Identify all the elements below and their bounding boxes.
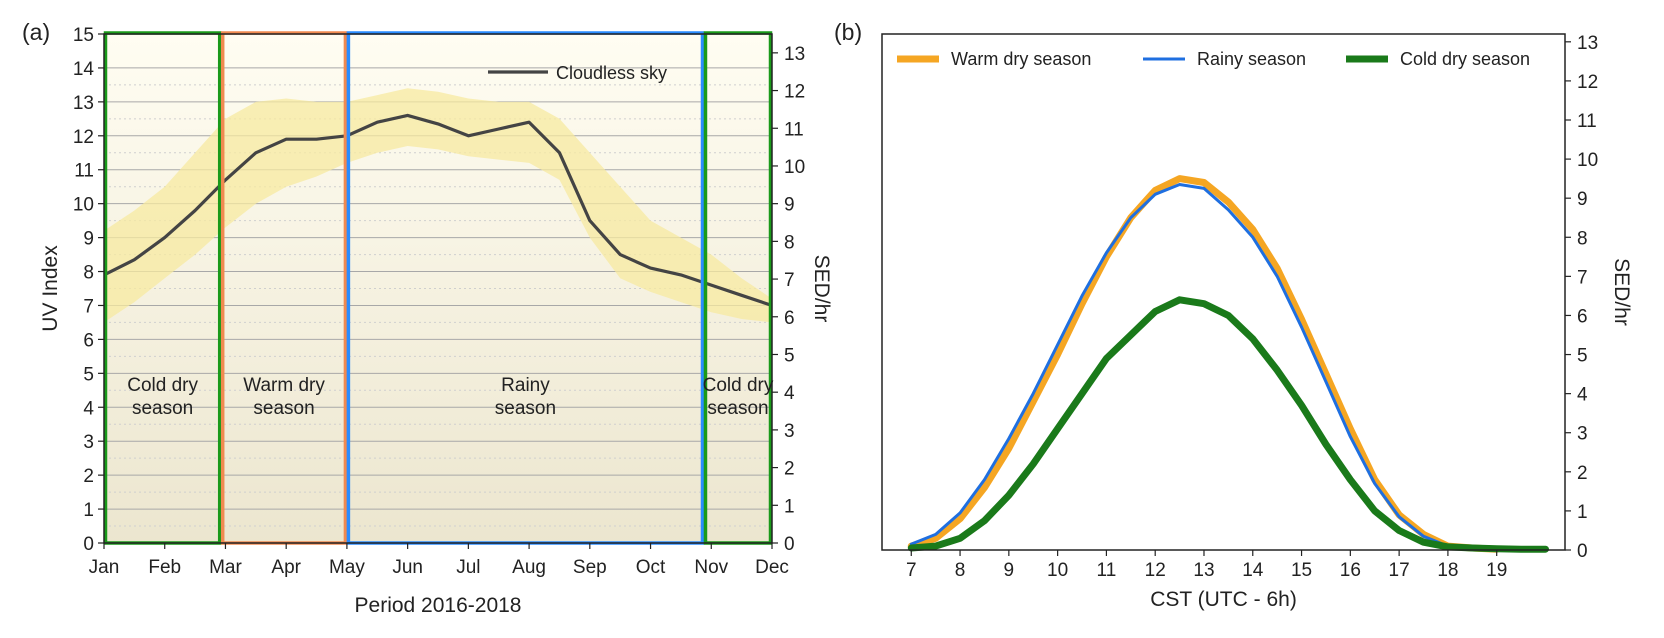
y2-tick-label: 6 — [1577, 306, 1588, 327]
y-tick-label: 15 — [73, 25, 94, 46]
y-tick-label: 0 — [83, 534, 94, 555]
y2-tick-label: 4 — [784, 383, 795, 404]
x-tick-label: Jun — [392, 557, 423, 578]
x-tick-label: 15 — [1291, 560, 1312, 581]
y-tick-label: 5 — [83, 364, 94, 385]
season-label-line2: season — [495, 398, 556, 419]
x-tick-label: Aug — [512, 557, 546, 578]
x-tick-label: 18 — [1437, 560, 1458, 581]
x-tick-label: Dec — [755, 557, 789, 578]
y2-axis-label: SED/hr — [810, 255, 833, 323]
series-line — [907, 175, 1501, 553]
y2-tick-label: 11 — [1577, 111, 1597, 132]
series-line — [907, 296, 1549, 553]
y2-tick-label: 7 — [1577, 267, 1588, 288]
y-tick-label: 8 — [83, 263, 94, 284]
y2-axis-label: SED/hr — [1610, 258, 1633, 326]
x-tick-label: May — [329, 557, 365, 578]
season-label-line2: season — [707, 398, 768, 419]
y2-tick-label: 13 — [784, 44, 805, 65]
y2-tick-label: 1 — [784, 496, 795, 517]
y-tick-label: 9 — [83, 229, 94, 250]
y-tick-label: 13 — [73, 93, 94, 114]
x-tick-label: Jul — [456, 557, 480, 578]
x-tick-label: Nov — [694, 557, 728, 578]
panel-label: (a) — [22, 19, 50, 45]
x-tick-label: 11 — [1097, 560, 1117, 581]
season-label-line1: Warm dry — [243, 375, 325, 396]
y2-tick-label: 7 — [784, 270, 795, 291]
y2-tick-label: 3 — [784, 421, 795, 442]
y2-tick-label: 6 — [784, 308, 795, 329]
y2-tick-label: 0 — [1577, 541, 1588, 562]
x-tick-label: Feb — [148, 557, 181, 578]
x-tick-label: 19 — [1486, 560, 1507, 581]
plot-frame — [103, 33, 773, 544]
y-tick-label: 11 — [74, 161, 94, 182]
y2-tick-label: 12 — [784, 82, 805, 103]
x-tick-label: 17 — [1389, 560, 1410, 581]
x-tick-label: 16 — [1340, 560, 1361, 581]
cloudless-sky-line — [103, 113, 773, 308]
y-tick-label: 10 — [73, 195, 94, 216]
series-line — [909, 183, 1499, 551]
season-label-line2: season — [253, 398, 314, 419]
season-label-line2: season — [132, 398, 193, 419]
x-tick-label: 14 — [1242, 560, 1264, 581]
legend-label: Cold dry season — [1400, 49, 1530, 69]
legend-label: Warm dry season — [951, 49, 1091, 69]
y2-tick-label: 8 — [784, 232, 795, 253]
x-tick-label: 13 — [1193, 560, 1214, 581]
x-tick-label: 9 — [1004, 560, 1015, 581]
y2-tick-label: 0 — [784, 534, 795, 555]
x-tick-label: 7 — [906, 560, 917, 581]
y2-tick-label: 11 — [784, 119, 804, 140]
y2-tick-label: 10 — [784, 157, 805, 178]
season-label-line1: Cold dry — [703, 375, 774, 396]
x-tick-label: 12 — [1145, 560, 1166, 581]
y2-tick-label: 12 — [1577, 72, 1598, 93]
panel-b: 7 8 9 10 11 12 13 14 15 16 17 18 1901234567891011121… — [834, 19, 1633, 611]
x-tick-label: Mar — [209, 557, 242, 578]
y-tick-label: 1 — [83, 500, 94, 521]
legend-label: Rainy season — [1197, 49, 1306, 69]
y-tick-label: 3 — [83, 432, 94, 453]
x-axis-label: CST (UTC - 6h) — [1150, 588, 1297, 611]
x-tick-label: Jan — [89, 557, 120, 578]
x-tick-label: 10 — [1047, 560, 1068, 581]
y2-tick-label: 13 — [1577, 33, 1598, 54]
x-tick-label: Oct — [636, 557, 666, 578]
y2-tick-label: 3 — [1577, 424, 1588, 445]
y2-tick-label: 8 — [1577, 228, 1588, 249]
y2-tick-label: 9 — [1577, 189, 1588, 210]
y2-tick-label: 9 — [784, 195, 795, 216]
y-axis-label: UV Index — [39, 245, 62, 332]
season-label-line1: Rainy — [501, 375, 550, 396]
y2-tick-label: 5 — [1577, 346, 1588, 367]
y-tick-label: 4 — [83, 398, 94, 419]
y-tick-label: 2 — [83, 466, 94, 487]
season-label-line1: Cold dry — [127, 375, 198, 396]
y-tick-label: 14 — [73, 59, 95, 80]
y2-tick-label: 10 — [1577, 150, 1598, 171]
y2-tick-label: 5 — [784, 345, 795, 366]
y2-tick-label: 2 — [1577, 463, 1588, 484]
y-tick-label: 6 — [83, 330, 94, 351]
y-tick-label: 12 — [73, 127, 94, 148]
x-tick-label: Sep — [573, 557, 607, 578]
y2-tick-label: 4 — [1577, 385, 1588, 406]
y-tick-label: 7 — [83, 296, 94, 317]
x-tick-label: Apr — [271, 557, 301, 578]
y2-tick-label: 1 — [1577, 502, 1588, 523]
y2-tick-label: 2 — [784, 459, 795, 480]
x-axis-label: Period 2016-2018 — [355, 594, 522, 617]
x-tick-label: 8 — [955, 560, 966, 581]
plot-frame — [881, 33, 1566, 551]
panel-label: (b) — [834, 19, 862, 45]
legend-label: Cloudless sky — [556, 63, 667, 83]
